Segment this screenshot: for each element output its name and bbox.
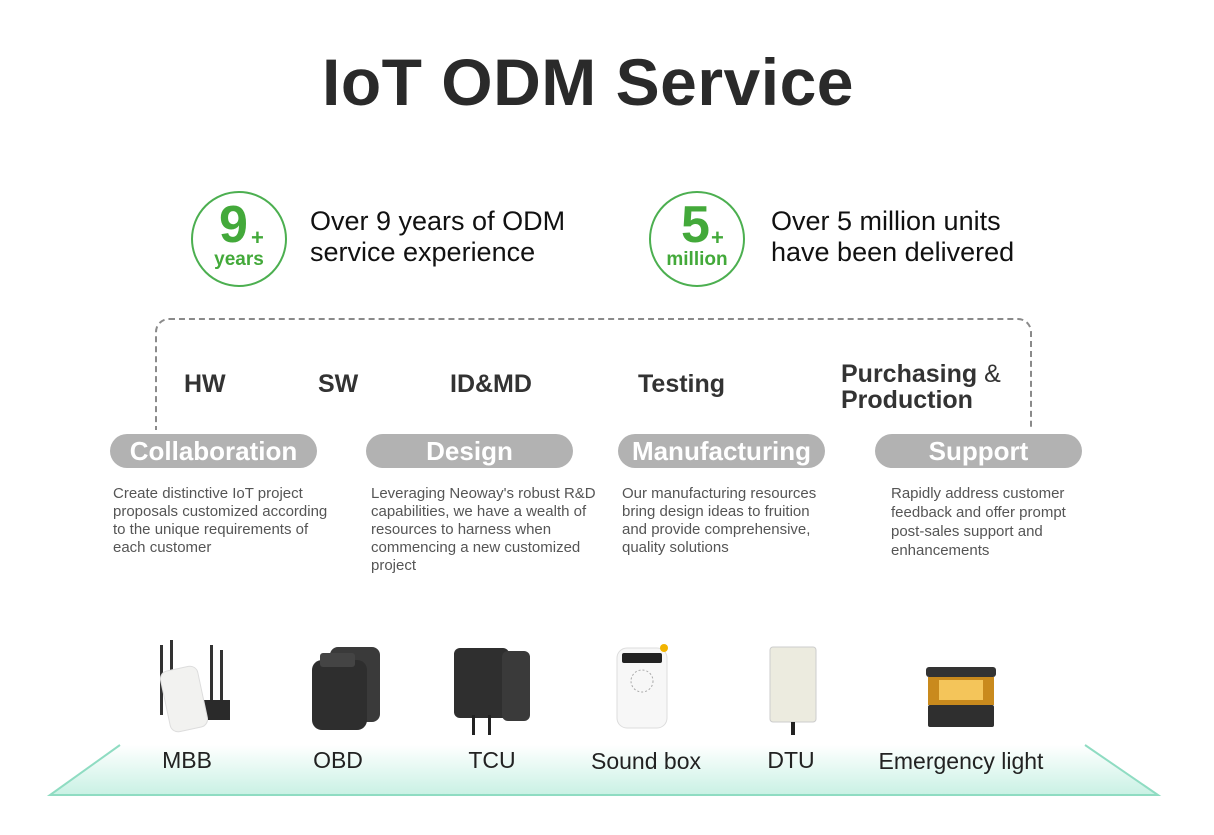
product-label-dtu: DTU — [767, 747, 815, 773]
stat-text-years: Over 9 years of ODM service experience — [310, 206, 565, 268]
badge-unit: million — [666, 249, 728, 270]
stat-line: Over 9 years of ODM — [310, 206, 566, 236]
million-badge: 5 + million — [649, 191, 745, 287]
stage-purchasing: Purchasing — [841, 360, 978, 388]
badge-number: 5 — [681, 196, 710, 254]
process-frame-dashed — [155, 318, 1032, 458]
stage-testing: Testing — [638, 370, 726, 398]
emergency-light-icon — [926, 667, 996, 727]
dtu-box-icon — [769, 646, 817, 735]
badge-number: 9 — [219, 196, 248, 254]
years-badge: 9 + years — [191, 191, 287, 287]
stage-idmd: ID&MD — [450, 370, 532, 398]
product-label-emergency-light: Emergency light — [878, 748, 1044, 774]
sound-box-icon — [616, 644, 668, 729]
page-title: IoT ODM Service — [322, 45, 854, 119]
obd-dongle-icon — [312, 647, 380, 730]
phase-desc-manufacturing: Our manufacturing resources bring design… — [622, 485, 817, 556]
product-label-sound-box: Sound box — [591, 748, 701, 774]
stat-text-units: Over 5 million units have been delivered — [771, 206, 1014, 268]
stage-production: Production — [841, 386, 973, 414]
stage-purchasing-production: Purchasing & Production — [841, 361, 1001, 413]
stage-sw: SW — [318, 370, 359, 398]
tcu-module-icon — [454, 648, 530, 735]
phase-manufacturing: Manufacturing — [618, 434, 825, 468]
stat-line: Over 5 million units — [771, 206, 1001, 236]
product-label-mbb: MBB — [162, 747, 212, 773]
phase-collaboration: Collaboration — [110, 434, 317, 468]
stat-line: have been delivered — [771, 237, 1015, 267]
stage-hw: HW — [184, 370, 226, 398]
phase-design: Design — [366, 434, 573, 468]
product-label-tcu: TCU — [468, 747, 516, 773]
phase-desc-design: Leveraging Neoway's robust R&D capabilit… — [371, 485, 596, 574]
phase-desc-support: Rapidly address customer feedback and of… — [891, 485, 1066, 559]
router-icon — [159, 640, 230, 733]
stat-line: service experience — [310, 237, 536, 267]
badge-unit: years — [214, 249, 264, 270]
phase-desc-collaboration: Create distinctive IoT project proposals… — [113, 485, 328, 556]
phase-support: Support — [875, 434, 1082, 468]
product-label-obd: OBD — [313, 747, 363, 773]
stage-amp: & — [984, 360, 1001, 388]
badge-plus: + — [711, 225, 724, 250]
badge-plus: + — [251, 225, 264, 250]
platform-base — [46, 744, 1162, 796]
